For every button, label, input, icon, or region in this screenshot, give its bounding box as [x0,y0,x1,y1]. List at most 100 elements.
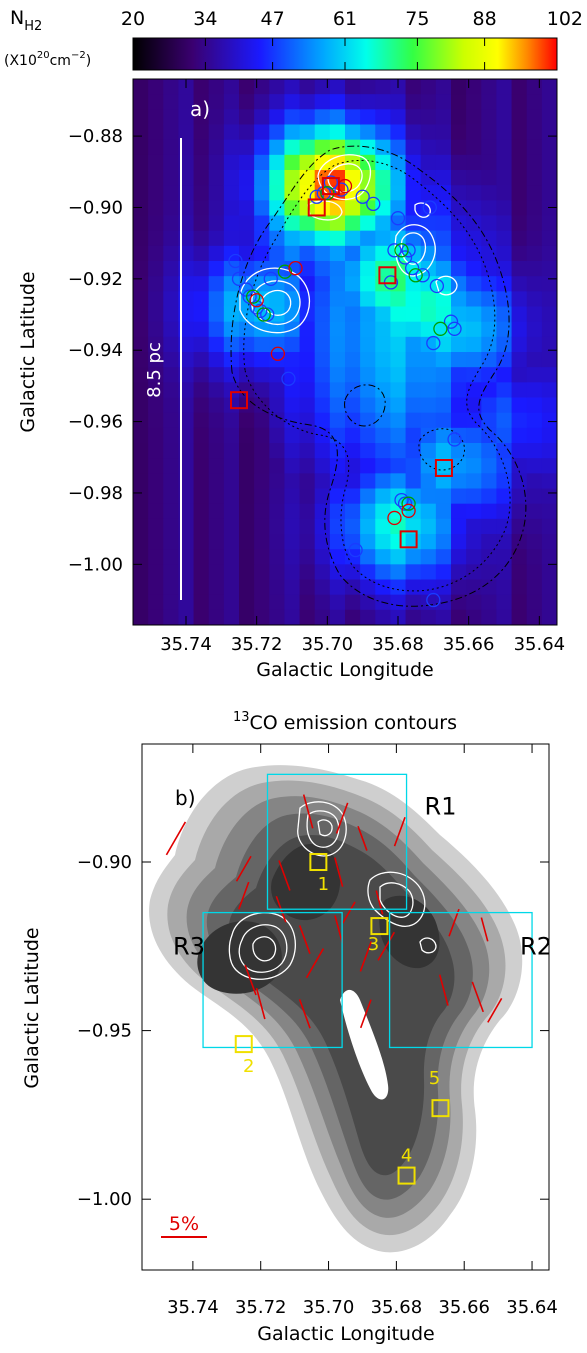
heatmap-cell [299,185,316,201]
colorbar-ticks: 20 34 47 61 75 88 102 [121,8,583,70]
heatmap-cell [148,352,164,368]
heatmap-cell [481,488,498,505]
heatmap-cell [163,109,180,126]
heatmap-cell [314,473,331,490]
heatmap-cell [163,534,180,550]
heatmap-cell [526,594,543,611]
heatmap-cell [223,276,240,292]
red-square-markers [230,177,453,549]
heatmap-cell [435,443,452,459]
heatmap-cell [541,79,557,95]
heatmap-cell [496,397,513,414]
heatmap-cell [466,458,482,474]
heatmap-cell [254,200,270,217]
heatmap-cell [390,185,407,201]
heatmap-cell [239,124,255,141]
heatmap-cell [148,488,164,505]
heatmap-cell [541,336,557,353]
heatmap-cell [314,124,331,141]
heatmap-cell [466,473,482,490]
heatmap-cell [269,427,286,444]
heatmap-cell [481,321,498,338]
heatmap-cell [269,245,286,262]
heatmap-cell [148,382,164,399]
heatmap-cell [360,609,376,625]
panel-a-xlabel: Galactic Longitude [256,659,433,681]
heatmap-cell [193,488,210,505]
heatmap-cell [193,124,210,141]
yellow-square-label: 5 [429,1068,440,1089]
polarization-vector [357,825,368,851]
heatmap-cell [390,443,407,459]
heatmap-cell [405,124,422,141]
heatmap-cell [511,185,528,201]
heatmap-cell [223,367,240,383]
heatmap-cell [345,473,361,490]
blue-circle-marker [397,250,413,265]
heatmap-cell [451,79,467,95]
heatmap-cell [541,306,557,323]
heatmap-cell [405,154,422,171]
heatmap-cell [526,245,543,262]
heatmap-cell [269,170,286,186]
heatmap-cell [223,564,240,581]
heatmap-cell [405,170,422,186]
heatmap-cell [481,397,498,414]
heatmap-cell [390,564,407,581]
heatmap-cell [481,276,498,292]
heatmap-cell [254,215,270,232]
heatmap-cell [223,109,240,126]
heatmap-cell [254,534,270,550]
polarization-vector [335,802,349,834]
heatmap-cell [481,458,498,474]
heatmap-cell [390,579,407,596]
colorbar-tick-label: 102 [547,8,583,30]
heatmap-cell [541,427,557,444]
heatmap-cell [526,306,543,323]
heatmap-cell [466,367,482,383]
heatmap-cell [223,579,240,596]
heatmap-cell [133,336,149,353]
heatmap-cell [239,321,255,338]
y-tick-label: −0.90 [77,852,132,873]
heatmap-cell [254,185,270,201]
heatmap-cell [496,94,513,110]
heatmap-cell [133,321,149,338]
heatmap-cell [451,503,467,520]
heatmap-cell [208,488,225,505]
heatmap-cell [178,261,195,277]
heatmap-cell [269,200,286,217]
heatmap-cell [405,306,422,323]
heatmap-cell [269,139,286,156]
heatmap-cell [239,170,255,186]
heatmap-cell [466,124,482,141]
heatmap-cell [375,579,392,596]
heatmap-cell [451,534,467,550]
heatmap-cell [345,200,361,217]
heatmap-cell [284,382,301,399]
heatmap-cell [178,488,195,505]
heatmap-cell [269,443,286,459]
heatmap-cell [526,321,543,338]
heatmap-cell [405,594,422,611]
heatmap-cell [269,397,286,414]
heatmap-cell [375,534,392,550]
heatmap-cell [526,564,543,581]
heatmap-cell [420,124,437,141]
heatmap-cell [496,609,513,625]
heatmap-cell [254,473,270,490]
heatmap-cell [329,382,346,399]
heatmap-cell [284,261,301,277]
heatmap-cell [420,185,437,201]
heatmap-cell [284,215,301,232]
heatmap-cell [254,230,270,247]
heatmap-cell [466,200,482,217]
heatmap-cell [269,154,286,171]
heatmap-cell [451,124,467,141]
heatmap-cell [163,291,180,308]
heatmap-cell [496,473,513,490]
region-box-r3 [202,911,343,1049]
heatmap-cell [511,139,528,156]
heatmap-cell [526,397,543,414]
heatmap-cell [451,154,467,171]
